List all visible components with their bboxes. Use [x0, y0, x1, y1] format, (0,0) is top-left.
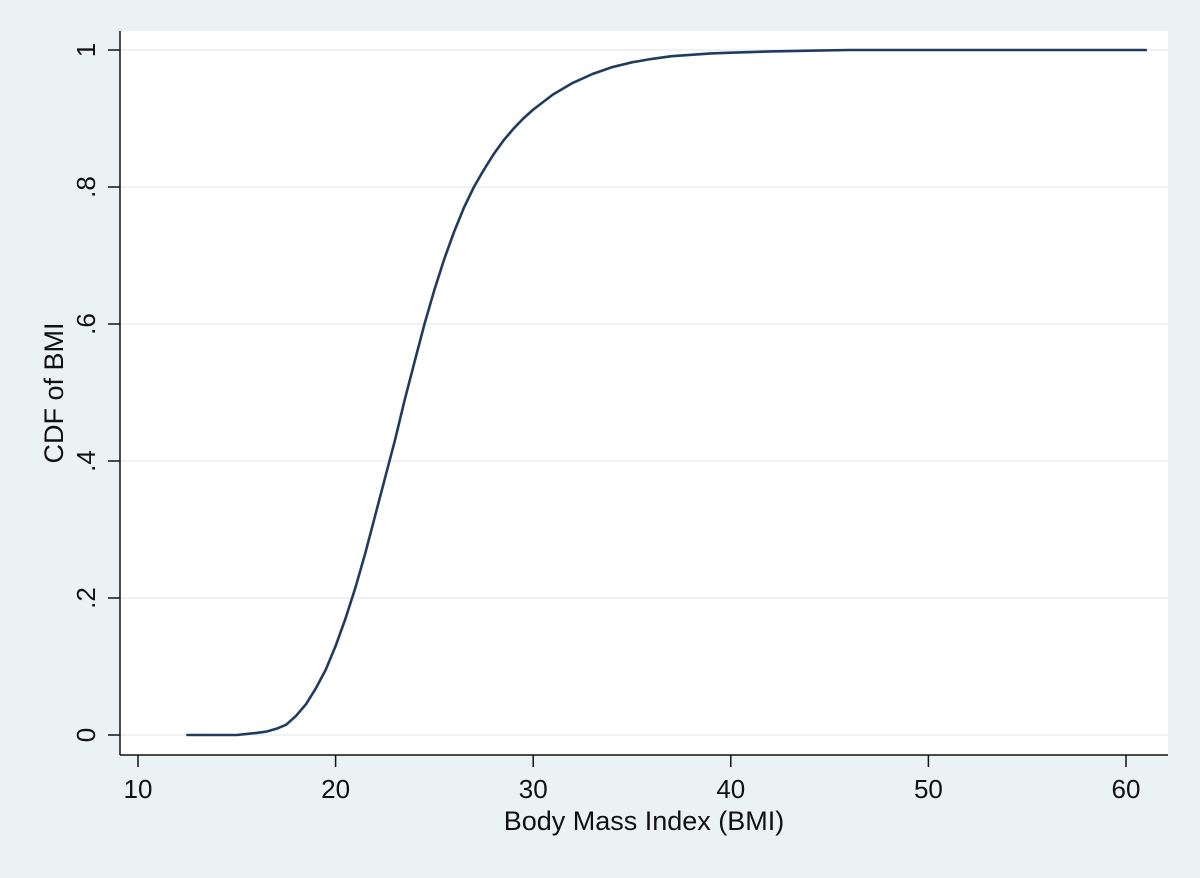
x-axis-label: Body Mass Index (BMI) [504, 806, 785, 836]
y-tick-label: .2 [71, 587, 101, 609]
series-layer [186, 48, 1148, 737]
plot-area [120, 31, 1168, 755]
x-tick-label: 10 [124, 774, 153, 804]
x-tick-label: 30 [519, 774, 548, 804]
y-tick-label: 1 [71, 43, 101, 57]
x-tick-label: 40 [716, 774, 745, 804]
y-axis-label: CDF of BMI [39, 322, 69, 463]
axes: 0 .2 .4 .6 .8 1 10 20 30 40 50 60 [71, 31, 1168, 804]
grid-lines [121, 49, 1168, 736]
y-tick-label: .8 [71, 176, 101, 198]
x-tick-label: 50 [914, 774, 943, 804]
x-tick-label: 20 [321, 774, 350, 804]
y-tick-label: .6 [71, 313, 101, 335]
cdf-line [186, 48, 1148, 737]
x-tick-label: 60 [1112, 774, 1141, 804]
y-tick-label: 0 [71, 728, 101, 742]
y-tick-label: .4 [71, 450, 101, 472]
